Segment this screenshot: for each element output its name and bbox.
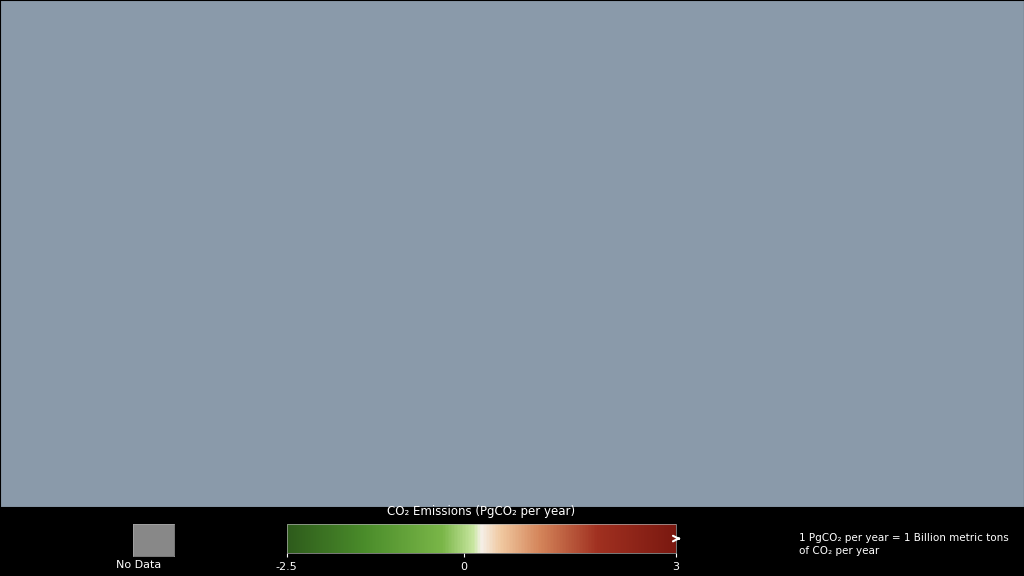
Text: 1 PgCO₂ per year = 1 Billion metric tons
of CO₂ per year: 1 PgCO₂ per year = 1 Billion metric tons… xyxy=(799,533,1009,556)
Text: No Data: No Data xyxy=(116,560,161,570)
Text: CO₂ Emissions (PgCO₂ per year): CO₂ Emissions (PgCO₂ per year) xyxy=(387,505,575,518)
